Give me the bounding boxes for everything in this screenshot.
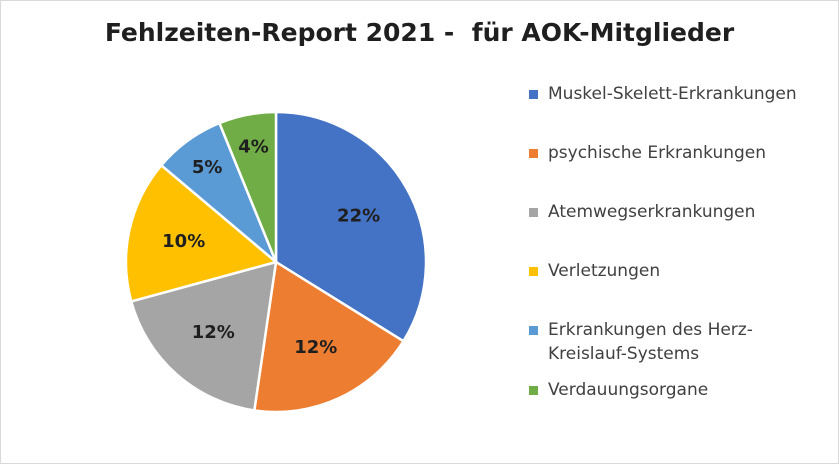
- pie-slice-4: [124, 164, 278, 303]
- legend-swatch-6: [529, 386, 538, 395]
- legend-swatch-5: [529, 326, 538, 335]
- data-label-2: 12%: [294, 337, 337, 358]
- legend-swatch-2: [529, 149, 538, 158]
- legend-label-1: Muskel-Skelett-Erkrankungen: [548, 84, 797, 104]
- chart-title: Fehlzeiten-Report 2021 - für AOK-Mitglie…: [104, 18, 735, 47]
- legend-label-6: Verdauungsorgane: [548, 380, 709, 400]
- data-label-3: 12%: [192, 322, 235, 343]
- pie-slice-3: [130, 260, 278, 412]
- data-label-4: 10%: [162, 231, 205, 252]
- legend-swatch-4: [529, 267, 538, 276]
- pie-slice-2: [253, 260, 405, 414]
- legend-label-5: Erkrankungen des Herz- Kreislauf-Systems: [548, 320, 753, 364]
- pie-slice-6: [218, 110, 278, 264]
- data-label-6: 4%: [238, 137, 269, 158]
- legend-label-3: Atemwegserkrankungen: [548, 202, 756, 222]
- legend-swatch-1: [529, 90, 538, 99]
- legend-swatch-3: [529, 208, 538, 217]
- legend-label-4: Verletzungen: [548, 261, 661, 281]
- data-label-5: 5%: [192, 157, 223, 178]
- legend-label-2: psychische Erkrankungen: [548, 143, 767, 163]
- data-label-1: 22%: [337, 206, 380, 227]
